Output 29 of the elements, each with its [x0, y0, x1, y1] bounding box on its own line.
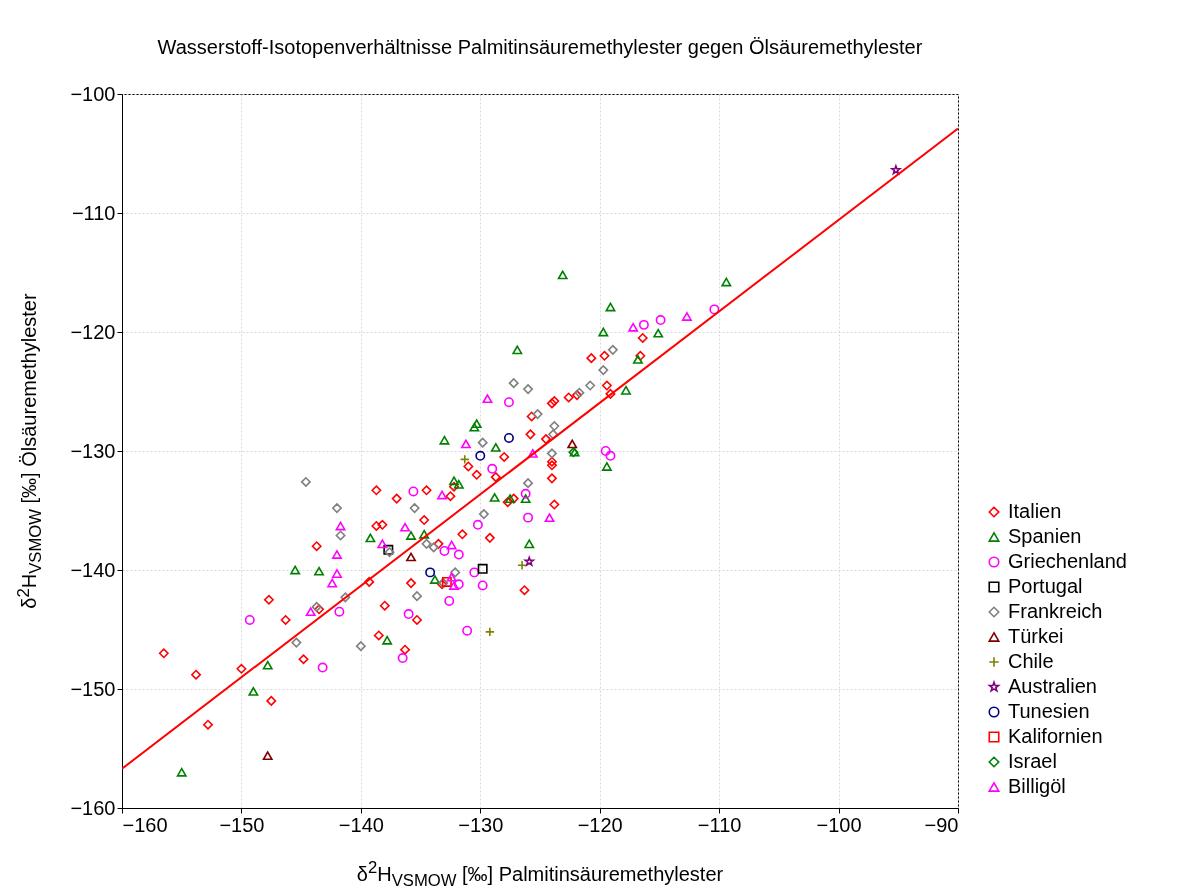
y-tick-label: −150	[70, 677, 116, 700]
legend-label: Billigöl	[1008, 775, 1066, 797]
y-tick-label: −160	[70, 796, 116, 819]
legend-label: Portugal	[1008, 575, 1083, 597]
x-tick-label: −110	[697, 813, 742, 836]
x-tick-label: −150	[219, 813, 265, 836]
x-tick-label: −160	[122, 813, 168, 836]
legend-label: Spanien	[1008, 525, 1082, 547]
x-tick-label: −90	[924, 813, 959, 836]
x-tick-label: −130	[458, 813, 504, 836]
y-tick-label: −130	[70, 439, 116, 462]
x-tick-label: −120	[577, 813, 623, 836]
legend-label: Frankreich	[1008, 600, 1103, 622]
y-tick-label: −120	[70, 320, 116, 343]
legend-label: Israel	[1008, 750, 1057, 772]
legend-label: Australien	[1008, 675, 1097, 697]
legend-label: Chile	[1008, 650, 1054, 672]
legend-label: Italien	[1008, 500, 1062, 522]
legend-label: Tunesien	[1008, 700, 1090, 722]
x-tick-label: −140	[338, 813, 384, 836]
legend-label: Türkei	[1008, 625, 1064, 647]
legend-label: Kalifornien	[1008, 725, 1103, 747]
y-tick-label: −140	[70, 558, 116, 581]
y-tick-label: −110	[71, 201, 116, 224]
x-axis-title: δ$^{2}$H$_{VSMOW}$ [‰] Palmitinsäuremethylester	[356, 858, 724, 891]
x-tick-label: −100	[816, 813, 862, 836]
y-tick-label: −100	[70, 82, 116, 105]
chart-title: Wasserstoff-Isotopenverhältnisse Palmitinsäuremethylester gegen Ölsäuremethylester	[157, 36, 923, 58]
legend-label: Griechenland	[1008, 550, 1127, 572]
